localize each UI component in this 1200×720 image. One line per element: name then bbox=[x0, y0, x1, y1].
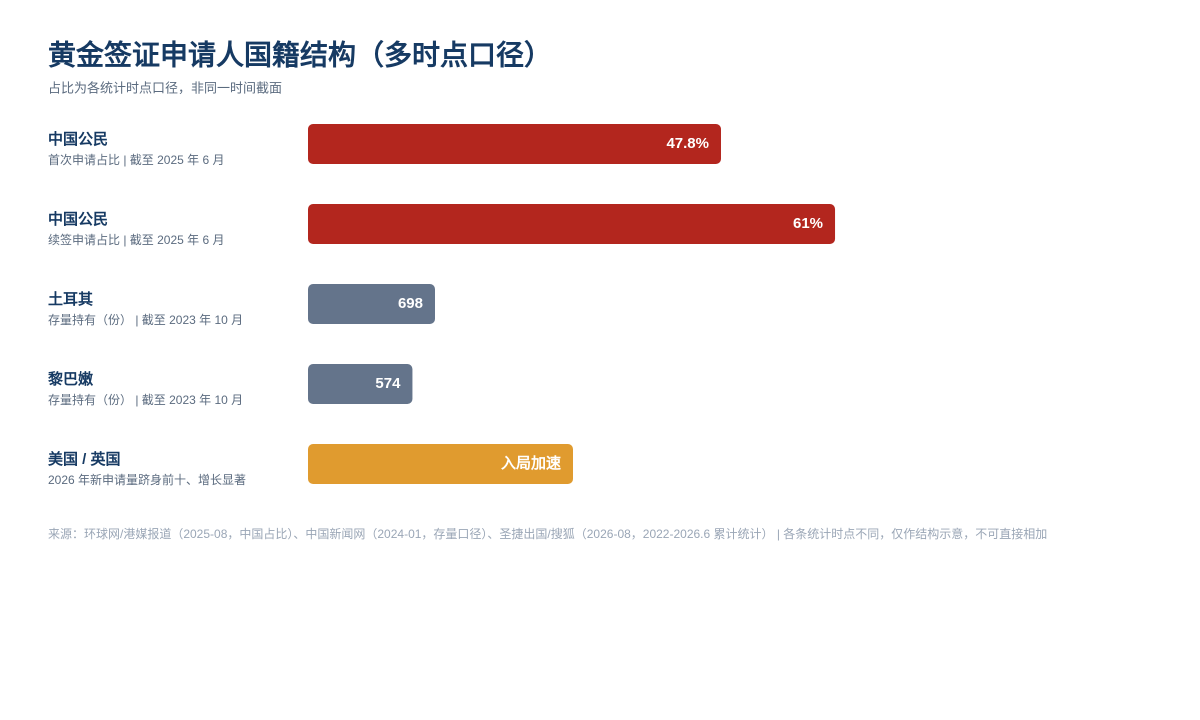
value-label: 入局加速 bbox=[501, 454, 561, 472]
category-label: 中国公民 bbox=[48, 210, 108, 228]
source-note: 来源：环球网/港媒报道（2025-08，中国占比）、中国新闻网（2024-01，… bbox=[48, 526, 1047, 541]
value-label: 47.8% bbox=[666, 135, 709, 152]
chart-subtitle: 占比为各统计时点口径，非同一时间截面 bbox=[48, 80, 282, 95]
value-label: 574 bbox=[375, 375, 401, 392]
category-label: 美国 / 英国 bbox=[48, 450, 121, 468]
category-label: 黎巴嫩 bbox=[48, 370, 94, 388]
bar bbox=[308, 444, 573, 484]
value-label: 698 bbox=[398, 295, 423, 312]
value-label: 61% bbox=[793, 215, 823, 232]
bar bbox=[308, 284, 435, 324]
category-note: 首次申请占比 | 截至 2025 年 6 月 bbox=[48, 152, 225, 167]
category-note: 2026 年新申请量跻身前十、增长显著 bbox=[48, 472, 246, 487]
bar bbox=[308, 204, 836, 244]
chart-title: 黄金签证申请人国籍结构（多时点口径） bbox=[48, 38, 552, 70]
category-note: 续签申请占比 | 截至 2025 年 6 月 bbox=[48, 232, 225, 247]
category-note: 存量持有（份） | 截至 2023 年 10 月 bbox=[48, 392, 243, 407]
bar bbox=[308, 364, 413, 404]
category-note: 存量持有（份） | 截至 2023 年 10 月 bbox=[48, 312, 243, 327]
category-label: 中国公民 bbox=[48, 130, 108, 148]
category-label: 土耳其 bbox=[48, 290, 93, 308]
bar bbox=[308, 124, 721, 164]
